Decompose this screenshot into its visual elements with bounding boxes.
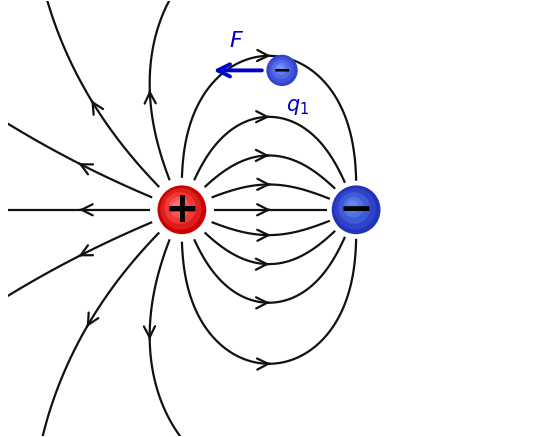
Text: +: +: [165, 189, 199, 231]
FancyArrowPatch shape: [79, 163, 93, 174]
Text: $q_1$: $q_1$: [286, 97, 309, 117]
Circle shape: [332, 185, 380, 234]
FancyArrowPatch shape: [79, 245, 93, 256]
Circle shape: [277, 65, 284, 72]
Circle shape: [160, 188, 202, 230]
FancyArrowPatch shape: [91, 101, 103, 115]
Text: −: −: [273, 60, 292, 80]
FancyArrowPatch shape: [257, 179, 270, 190]
FancyArrowPatch shape: [257, 204, 270, 215]
Circle shape: [335, 188, 376, 230]
FancyArrowPatch shape: [256, 297, 269, 309]
FancyArrowPatch shape: [87, 312, 98, 326]
Circle shape: [269, 57, 294, 83]
FancyArrowPatch shape: [256, 111, 269, 122]
Text: $F$: $F$: [229, 31, 244, 51]
Circle shape: [169, 197, 189, 217]
Circle shape: [271, 60, 291, 79]
FancyArrowPatch shape: [257, 50, 270, 61]
Circle shape: [275, 63, 287, 75]
Circle shape: [338, 192, 370, 224]
Circle shape: [158, 185, 206, 234]
FancyArrowPatch shape: [257, 230, 270, 241]
Circle shape: [266, 55, 298, 86]
Text: −: −: [339, 189, 373, 231]
Circle shape: [172, 200, 185, 212]
FancyArrowPatch shape: [257, 358, 270, 370]
FancyArrowPatch shape: [256, 150, 268, 161]
Circle shape: [164, 192, 196, 224]
Circle shape: [346, 200, 359, 212]
FancyArrowPatch shape: [256, 259, 268, 270]
FancyArrowPatch shape: [80, 204, 93, 215]
FancyArrowPatch shape: [144, 326, 155, 339]
Circle shape: [343, 197, 364, 217]
FancyArrowPatch shape: [145, 90, 155, 104]
